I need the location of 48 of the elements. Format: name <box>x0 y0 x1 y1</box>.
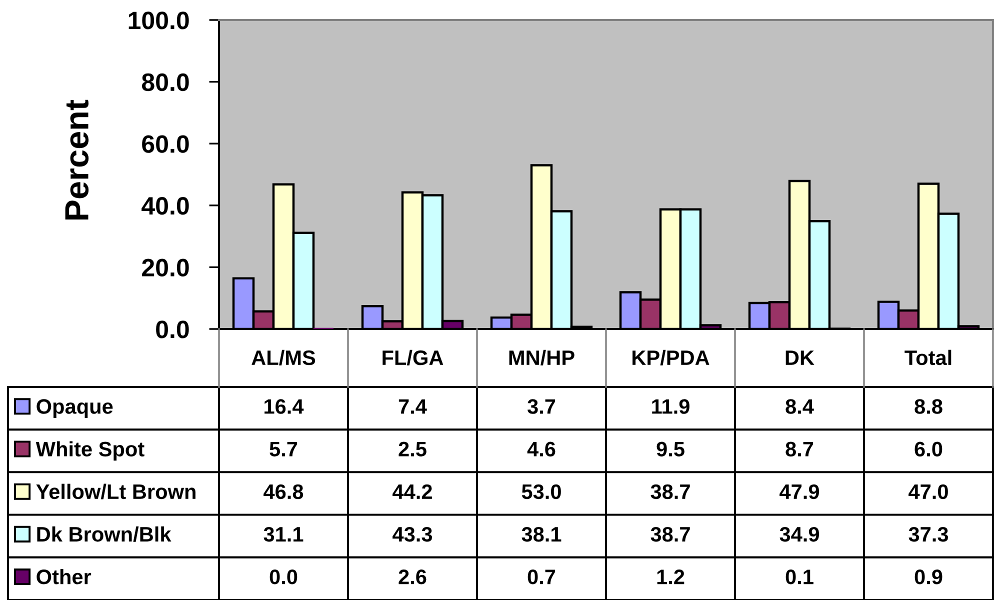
data-label: 8.4 <box>786 399 814 414</box>
y-tick-label: 20.0 <box>142 258 189 277</box>
data-label: 9.5 <box>656 442 684 456</box>
y-tick-label: 60.0 <box>142 135 189 153</box>
legend-label: Opaque <box>36 399 113 418</box>
data-label: 2.5 <box>398 442 426 456</box>
data-label: 0.1 <box>786 570 814 584</box>
legend-label: Other <box>36 568 92 584</box>
data-label: 53.0 <box>522 484 561 500</box>
y-tick-label: 100.0 <box>128 12 189 30</box>
data-label: 6.0 <box>914 442 942 456</box>
data-label: 0.0 <box>270 570 298 584</box>
data-label: 16.4 <box>264 399 304 414</box>
data-label: 1.2 <box>657 570 684 584</box>
data-label: 4.6 <box>527 442 556 456</box>
data-label: 31.1 <box>264 526 304 542</box>
data-label: 11.9 <box>652 399 690 414</box>
y-axis-title: Percent <box>65 100 89 220</box>
data-label: 3.7 <box>528 399 556 414</box>
data-label: 0.7 <box>528 570 556 584</box>
y-tick-label: 40.0 <box>142 197 189 215</box>
x-tick-label: AL/MS <box>252 350 316 366</box>
data-label: 5.7 <box>270 442 298 456</box>
data-label: 7.4 <box>398 399 427 414</box>
data-label: 2.6 <box>398 570 426 584</box>
x-tick-label: KP/PDA <box>632 350 710 366</box>
data-label: 38.1 <box>522 526 562 542</box>
x-tick-label: MN/HP <box>509 350 574 366</box>
x-tick-label: DK <box>786 350 814 365</box>
data-label: 47.0 <box>908 484 948 500</box>
data-label: 38.7 <box>650 526 690 542</box>
y-tick-label: 0.0 <box>156 320 189 338</box>
data-label: 34.9 <box>780 526 820 542</box>
data-label: 44.2 <box>392 484 432 499</box>
data-label: 0.9 <box>914 570 942 584</box>
x-tick-label: FL/GA <box>382 350 444 366</box>
data-label: 8.7 <box>786 442 814 456</box>
y-tick-label: 80.0 <box>142 73 189 92</box>
legend-label: Dk Brown/Blk <box>37 526 172 542</box>
data-label: 8.8 <box>914 399 942 414</box>
data-label: 37.3 <box>908 526 948 542</box>
legend-label: Yellow/Lt Brown <box>36 484 196 500</box>
legend-label: White Spot <box>36 441 144 461</box>
x-tick-label: Total <box>904 350 952 366</box>
data-label: 46.8 <box>264 484 304 500</box>
data-label: 43.3 <box>392 526 432 542</box>
data-label: 38.7 <box>650 484 690 500</box>
data-label: 47.9 <box>780 484 820 500</box>
